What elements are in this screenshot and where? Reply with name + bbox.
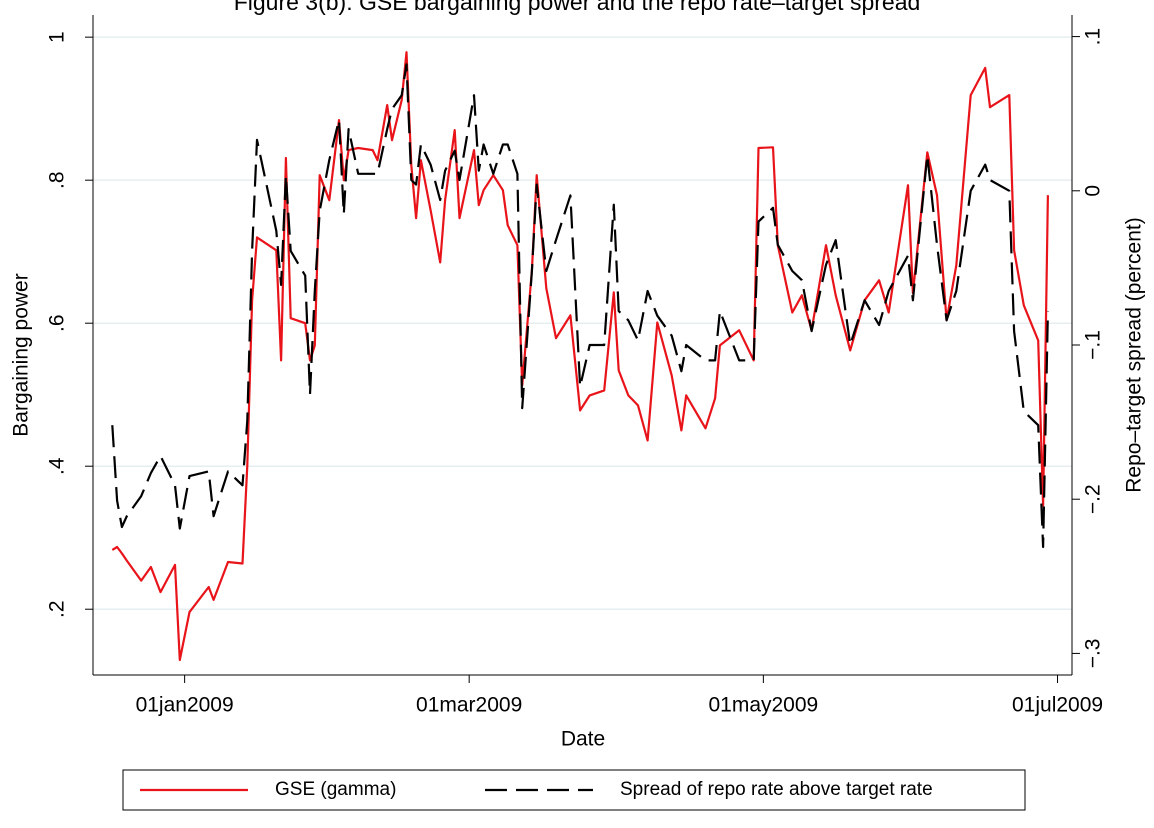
y-tick-label: 1: [46, 31, 69, 43]
x-axis-label: Date: [561, 728, 605, 751]
y2-tick-label: 0: [1082, 185, 1105, 197]
y-tick-label: .8: [46, 171, 69, 189]
x-tick-label: 01jul2009: [1012, 694, 1103, 717]
chart-title: Figure 3(b): GSE bargaining power and th…: [234, 0, 921, 15]
x-tick-label: 01jan2009: [136, 694, 234, 717]
y2-tick-label: −.3: [1082, 639, 1105, 669]
y2-tick-label: −.2: [1082, 484, 1105, 514]
y-tick-label: .4: [46, 457, 69, 475]
legend-label: Spread of repo rate above target rate: [620, 779, 933, 800]
y-axis-label: Bargaining power: [10, 273, 33, 436]
y2-tick-label: .1: [1082, 28, 1105, 46]
y2-axis-label: Repo–target spread (percent): [1123, 217, 1146, 493]
y-tick-label: .2: [46, 600, 69, 618]
y-tick-label: .6: [46, 314, 69, 332]
legend-label: GSE (gamma): [275, 779, 396, 800]
legend-box: [122, 769, 1026, 811]
series-line: [111, 51, 1049, 662]
y2-tick-label: −.1: [1082, 330, 1105, 360]
x-tick-label: 01may2009: [708, 694, 818, 717]
series-line: [111, 63, 1049, 549]
x-tick-label: 01mar2009: [416, 694, 522, 717]
